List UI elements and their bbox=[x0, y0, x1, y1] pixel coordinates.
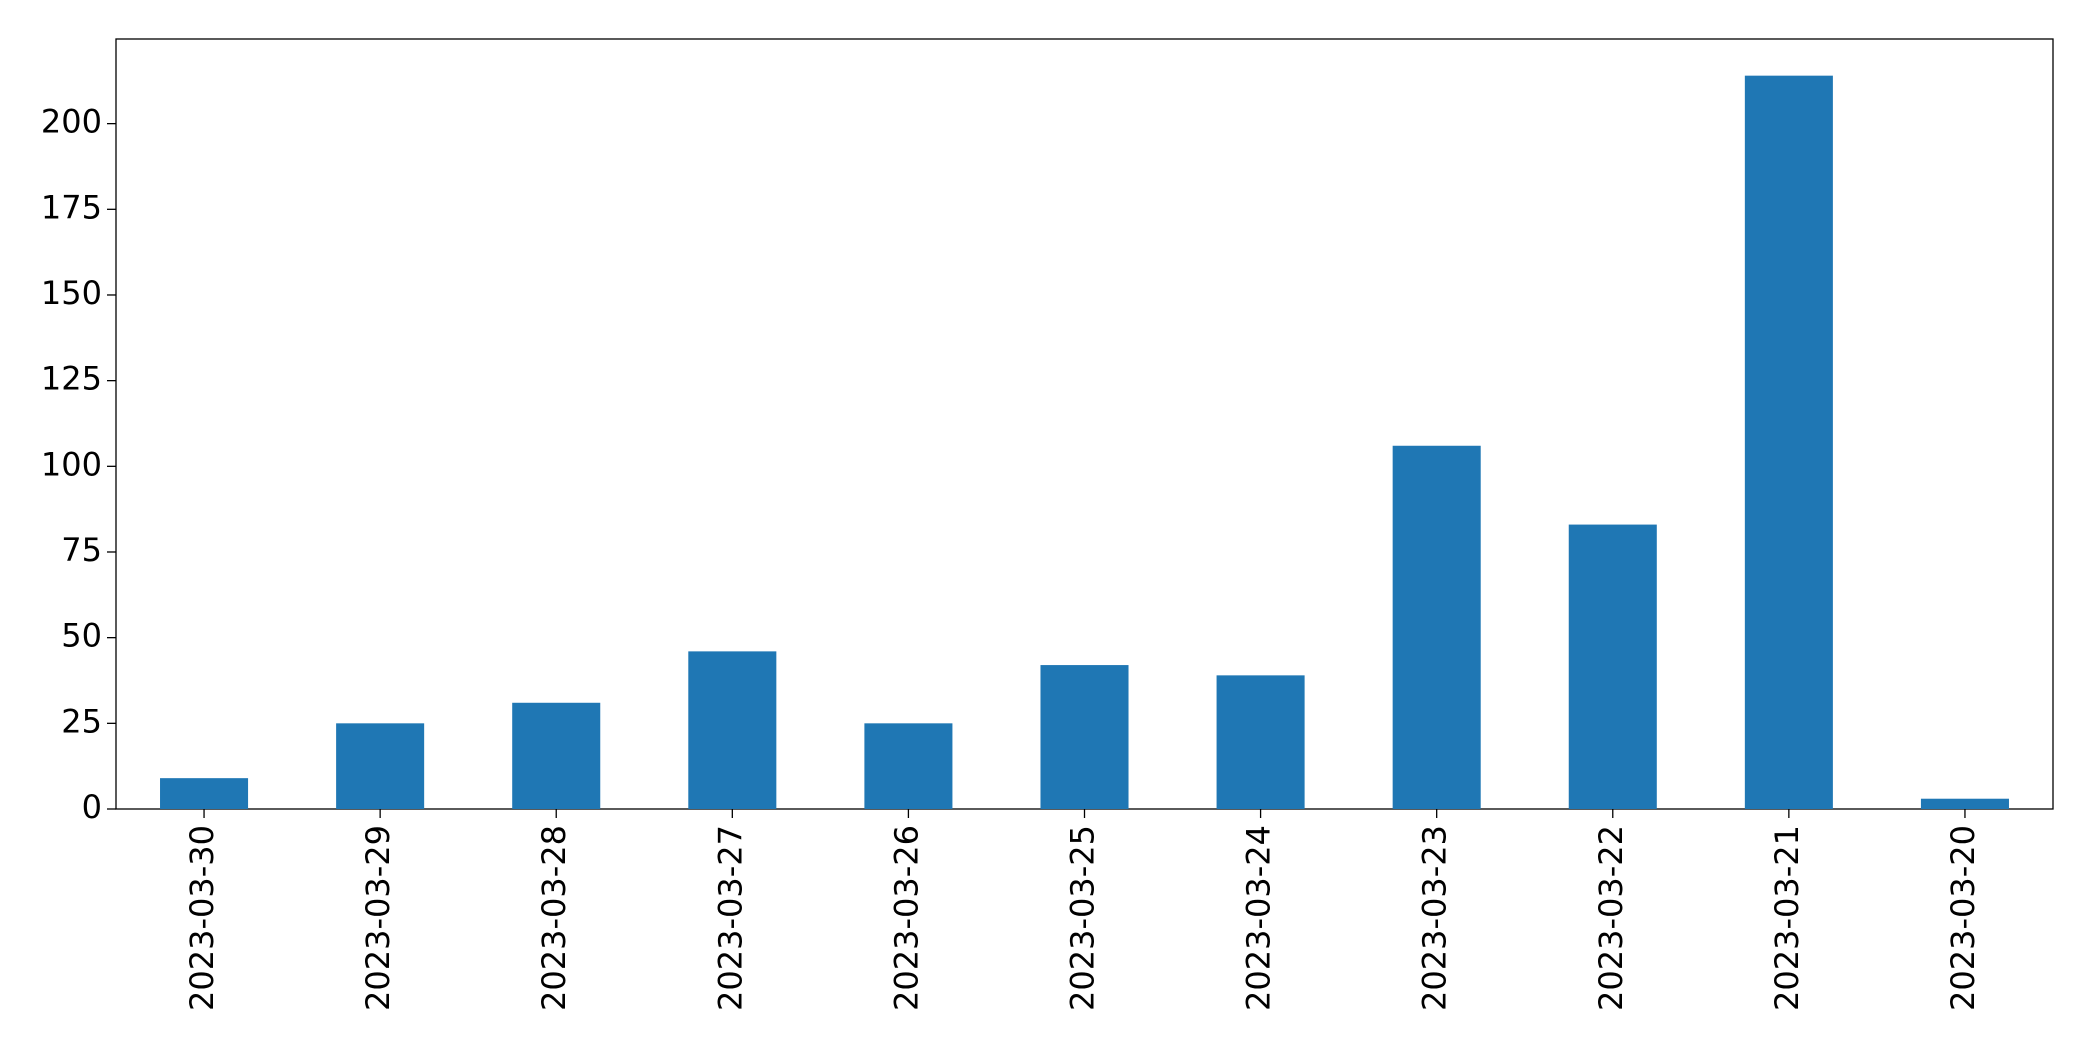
bar bbox=[1568, 524, 1657, 809]
bar bbox=[512, 702, 601, 809]
y-tick-label: 0 bbox=[82, 788, 102, 826]
bar bbox=[160, 778, 249, 809]
y-tick-label: 175 bbox=[41, 188, 102, 226]
x-tick-label: 2023-03-23 bbox=[1416, 825, 1454, 1011]
y-tick-label: 75 bbox=[61, 531, 102, 569]
x-tick-label: 2023-03-29 bbox=[359, 825, 397, 1011]
bar bbox=[336, 723, 425, 809]
x-tick-label: 2023-03-28 bbox=[535, 825, 573, 1011]
x-tick-label: 2023-03-26 bbox=[887, 825, 925, 1011]
x-tick-label: 2023-03-24 bbox=[1240, 825, 1278, 1011]
x-tick-label: 2023-03-22 bbox=[1592, 825, 1630, 1011]
y-tick-label: 100 bbox=[41, 445, 102, 483]
x-tick-label: 2023-03-27 bbox=[711, 825, 749, 1011]
bar bbox=[864, 723, 953, 809]
bar bbox=[1920, 798, 2009, 809]
bar bbox=[1392, 445, 1481, 809]
bar bbox=[1744, 75, 1833, 809]
y-tick-label: 50 bbox=[61, 617, 102, 655]
x-tick-label: 2023-03-21 bbox=[1768, 825, 1806, 1011]
bar bbox=[1216, 675, 1305, 809]
x-tick-label: 2023-03-30 bbox=[183, 825, 221, 1011]
x-tick-label: 2023-03-25 bbox=[1064, 825, 1102, 1011]
y-tick-label: 25 bbox=[61, 702, 102, 740]
y-tick-label: 200 bbox=[41, 103, 102, 141]
bar bbox=[688, 651, 777, 809]
y-tick-label: 150 bbox=[41, 274, 102, 312]
x-tick-label: 2023-03-20 bbox=[1944, 825, 1982, 1011]
y-tick-label: 125 bbox=[41, 360, 102, 398]
bar bbox=[1040, 665, 1129, 809]
